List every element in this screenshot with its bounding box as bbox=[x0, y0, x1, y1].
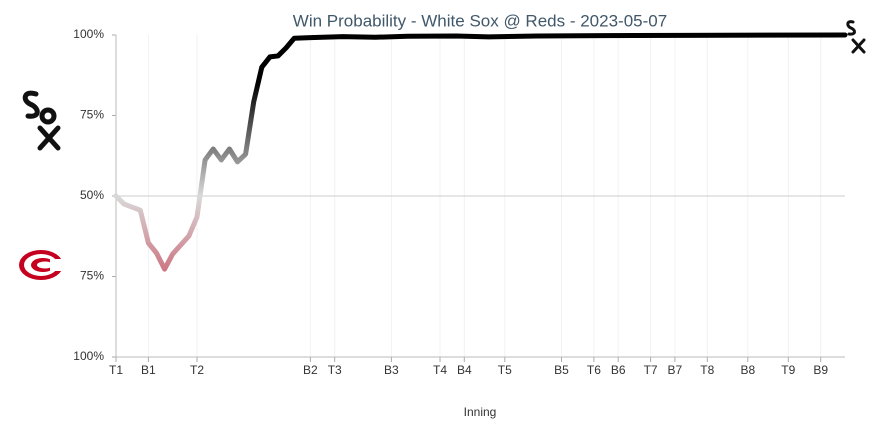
y-tick-label: 100% bbox=[73, 27, 104, 41]
x-tick-label: T3 bbox=[328, 363, 342, 377]
x-tick-label: B6 bbox=[611, 363, 626, 377]
y-tick-label: 100% bbox=[73, 349, 104, 363]
x-tick-label: T5 bbox=[498, 363, 512, 377]
y-tick-label: 75% bbox=[80, 269, 104, 283]
reds-logo bbox=[19, 250, 64, 280]
x-tick-label: T7 bbox=[644, 363, 658, 377]
y-tick-label: 50% bbox=[80, 188, 104, 202]
x-tick-label: B7 bbox=[668, 363, 683, 377]
x-axis-label: Inning bbox=[464, 405, 497, 419]
win-probability-line bbox=[113, 32, 848, 272]
white-sox-logo bbox=[22, 90, 61, 151]
x-tick-label: T2 bbox=[190, 363, 204, 377]
x-tick-label: T4 bbox=[433, 363, 447, 377]
x-tick-label: B8 bbox=[740, 363, 755, 377]
x-tick-label: T9 bbox=[781, 363, 795, 377]
y-tick-label: 75% bbox=[80, 108, 104, 122]
x-tick-label: T6 bbox=[587, 363, 601, 377]
x-tick-label: B9 bbox=[813, 363, 828, 377]
x-tick-label: B5 bbox=[554, 363, 569, 377]
x-tick-label: T1 bbox=[109, 363, 123, 377]
x-tick-label: B3 bbox=[384, 363, 399, 377]
x-tick-label: B2 bbox=[303, 363, 318, 377]
x-tick-label: B4 bbox=[457, 363, 472, 377]
x-tick-label: T8 bbox=[700, 363, 714, 377]
chart-title: Win Probability - White Sox @ Reds - 202… bbox=[293, 11, 667, 30]
x-tick-label: B1 bbox=[141, 363, 156, 377]
white-sox-logo-small bbox=[846, 20, 866, 54]
